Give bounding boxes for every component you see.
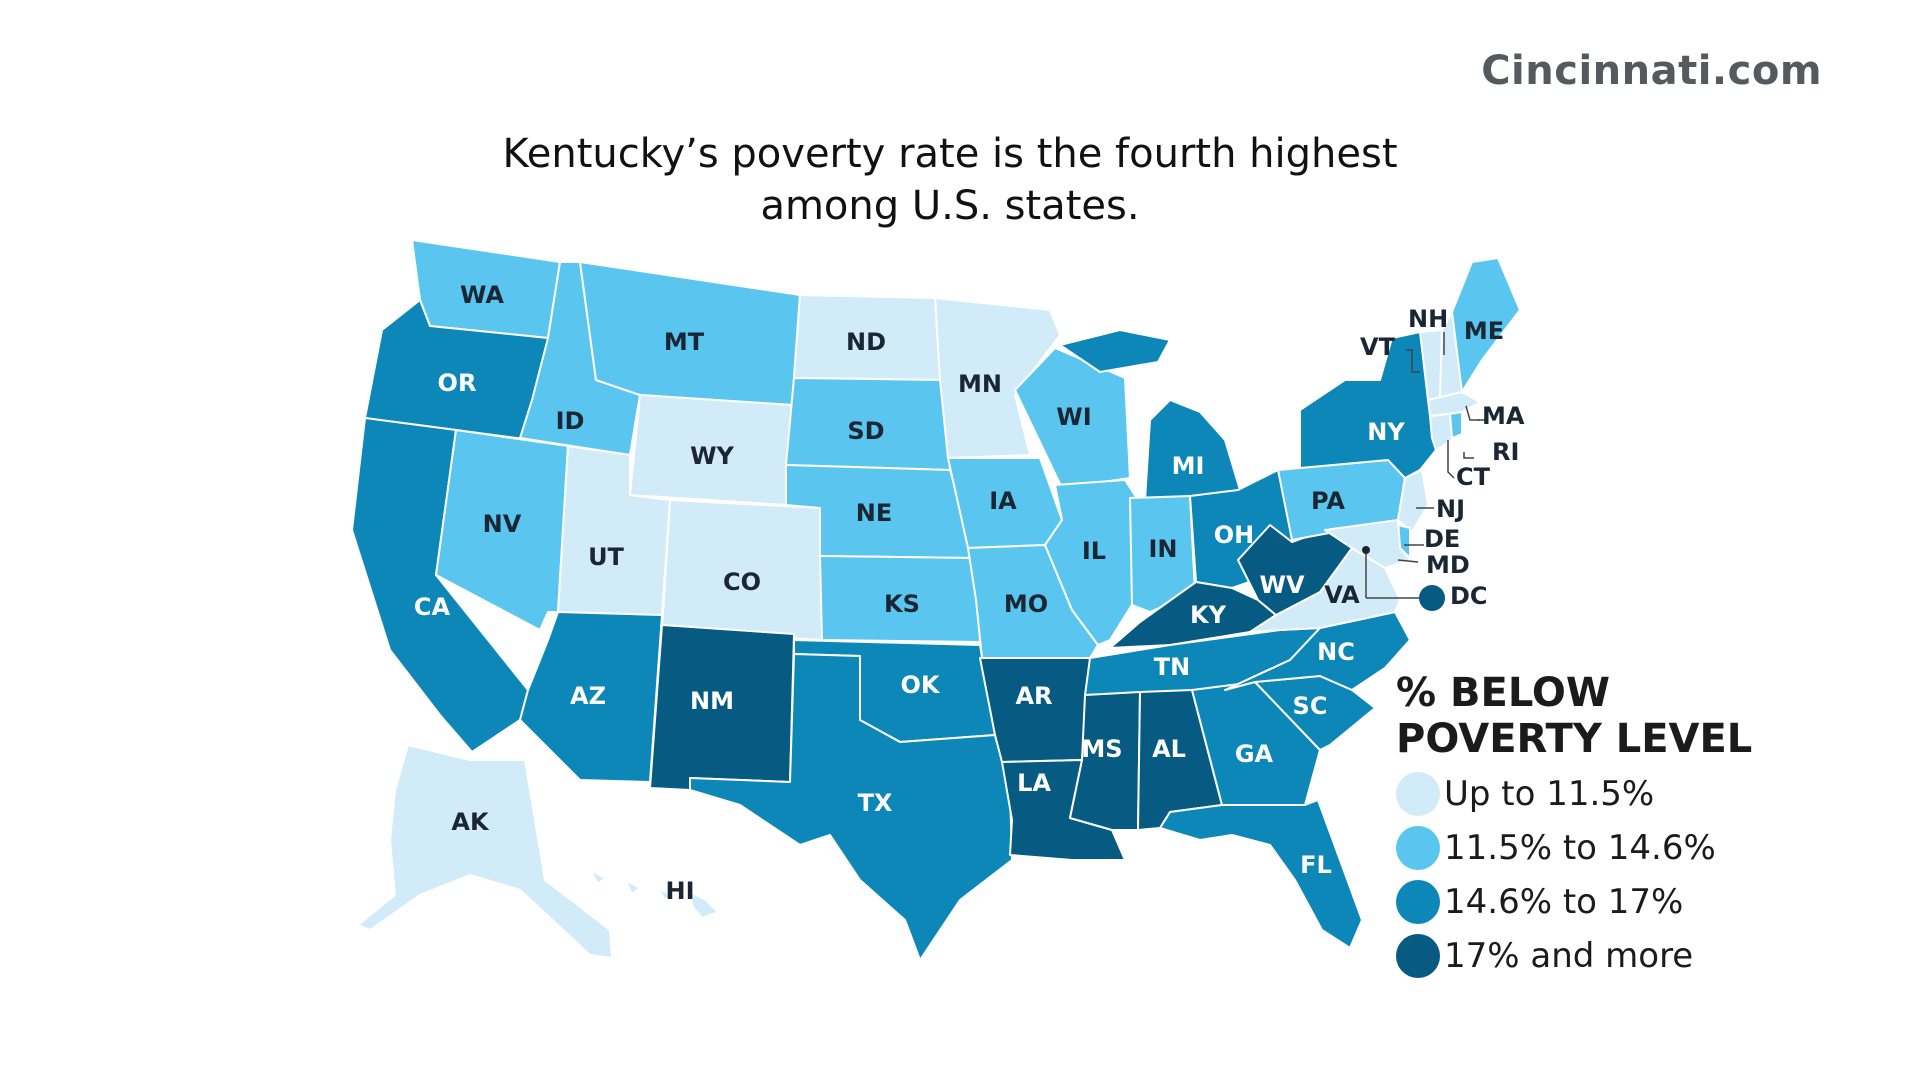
legend-title-line-1: % BELOW xyxy=(1396,670,1611,716)
state-label-dc: DC xyxy=(1450,582,1488,610)
state-label-or: OR xyxy=(438,369,477,397)
leader-vt xyxy=(1406,349,1420,373)
state-il xyxy=(1044,479,1139,646)
cincinnati-logo: Cincinnati.com xyxy=(1481,48,1822,94)
state-label-tx: TX xyxy=(858,789,893,817)
state-wi xyxy=(1014,347,1131,489)
legend: % BELOW POVERTY LEVEL Up to 11.5% 11.5% … xyxy=(1396,670,1752,978)
legend-swatch xyxy=(1396,826,1440,870)
state-md xyxy=(1324,519,1411,569)
state-nc xyxy=(1224,611,1411,691)
state-label-co: CO xyxy=(723,568,761,596)
state-label-ny: NY xyxy=(1367,418,1405,446)
state-label-ak: AK xyxy=(451,808,490,836)
state-label-vt: VT xyxy=(1360,333,1396,361)
state-label-ut: UT xyxy=(588,543,624,571)
state-label-ri: RI xyxy=(1492,438,1519,466)
dc-point xyxy=(1362,546,1370,554)
state-label-mo: MO xyxy=(1004,590,1048,618)
leader-ct xyxy=(1447,440,1455,479)
title-line-2: among U.S. states. xyxy=(760,183,1140,229)
state-label-me: ME xyxy=(1464,317,1504,345)
state-label-sc: SC xyxy=(1293,692,1328,720)
state-label-mt: MT xyxy=(664,328,705,356)
leader-ri xyxy=(1463,452,1474,459)
state-label-de: DE xyxy=(1424,525,1460,553)
state-tx xyxy=(689,653,1013,961)
legend-label: Up to 11.5% xyxy=(1444,774,1655,814)
state-ri xyxy=(1449,411,1463,439)
legend-title: % BELOW POVERTY LEVEL xyxy=(1396,670,1752,762)
legend-title-line-2: POVERTY LEVEL xyxy=(1396,716,1753,762)
state-label-la: LA xyxy=(1017,769,1051,797)
state-label-ar: AR xyxy=(1015,682,1052,710)
state-label-ne: NE xyxy=(856,499,892,527)
legend-label: 11.5% to 14.6% xyxy=(1444,828,1716,868)
state-label-mi: MI xyxy=(1172,452,1205,480)
page-title: Kentucky’s poverty rate is the fourth hi… xyxy=(0,128,1900,232)
title-line-1: Kentucky’s poverty rate is the fourth hi… xyxy=(502,131,1398,177)
legend-item: 17% and more xyxy=(1396,934,1752,978)
state-label-nm: NM xyxy=(690,687,734,715)
state-label-nc: NC xyxy=(1317,638,1355,666)
legend-item: 14.6% to 17% xyxy=(1396,880,1752,924)
state-label-wa: WA xyxy=(460,281,504,309)
state-fl xyxy=(1159,799,1363,949)
state-label-ms: MS xyxy=(1081,735,1122,763)
state-label-in: IN xyxy=(1148,535,1177,563)
state-label-nd: ND xyxy=(846,328,886,356)
state-label-tn: TN xyxy=(1154,653,1190,681)
state-label-va: VA xyxy=(1324,581,1360,609)
state-label-wv: WV xyxy=(1259,571,1304,599)
state-label-wi: WI xyxy=(1056,403,1091,431)
state-label-id: ID xyxy=(556,407,585,435)
legend-swatch xyxy=(1396,772,1440,816)
state-label-oh: OH xyxy=(1214,521,1255,549)
state-ma xyxy=(1427,391,1481,417)
state-label-nv: NV xyxy=(483,510,522,538)
legend-swatch xyxy=(1396,880,1440,924)
legend-swatch xyxy=(1396,934,1440,978)
legend-label: 14.6% to 17% xyxy=(1444,882,1684,922)
legend-item: Up to 11.5% xyxy=(1396,772,1752,816)
state-shapes xyxy=(351,239,1521,961)
dc-circle xyxy=(1419,585,1445,611)
state-label-nj: NJ xyxy=(1436,495,1465,523)
state-label-az: AZ xyxy=(570,682,606,710)
state-hi xyxy=(589,869,719,919)
state-label-mn: MN xyxy=(958,370,1002,398)
state-label-md: MD xyxy=(1426,551,1470,579)
state-label-fl: FL xyxy=(1300,851,1332,879)
state-label-ma: MA xyxy=(1482,402,1525,430)
state-label-sd: SD xyxy=(847,417,884,445)
state-label-ok: OK xyxy=(901,671,941,699)
state-mn xyxy=(934,297,1061,459)
state-label-pa: PA xyxy=(1311,487,1345,515)
state-label-hi: HI xyxy=(665,877,694,905)
leader-md xyxy=(1397,559,1419,563)
state-label-ks: KS xyxy=(884,590,920,618)
state-label-ky: KY xyxy=(1190,601,1227,629)
state-label-nh: NH xyxy=(1408,305,1448,333)
leader-lines xyxy=(1397,332,1486,563)
state-label-ct: CT xyxy=(1456,463,1491,491)
state-label-ia: IA xyxy=(989,487,1017,515)
state-labels: WA OR CA ID NV MT WY UT AZ CO NM ND SD N… xyxy=(414,281,1525,905)
dc-marker xyxy=(1362,546,1445,611)
state-ct xyxy=(1429,413,1453,451)
state-label-ca: CA xyxy=(414,593,451,621)
legend-item: 11.5% to 14.6% xyxy=(1396,826,1752,870)
state-nj xyxy=(1397,469,1429,533)
state-ak xyxy=(357,744,613,959)
state-label-al: AL xyxy=(1152,735,1186,763)
legend-label: 17% and more xyxy=(1444,936,1694,976)
state-label-il: IL xyxy=(1082,537,1106,565)
leader-ma-2 xyxy=(1465,405,1486,421)
state-label-wy: WY xyxy=(690,442,734,470)
state-label-ga: GA xyxy=(1235,740,1274,768)
